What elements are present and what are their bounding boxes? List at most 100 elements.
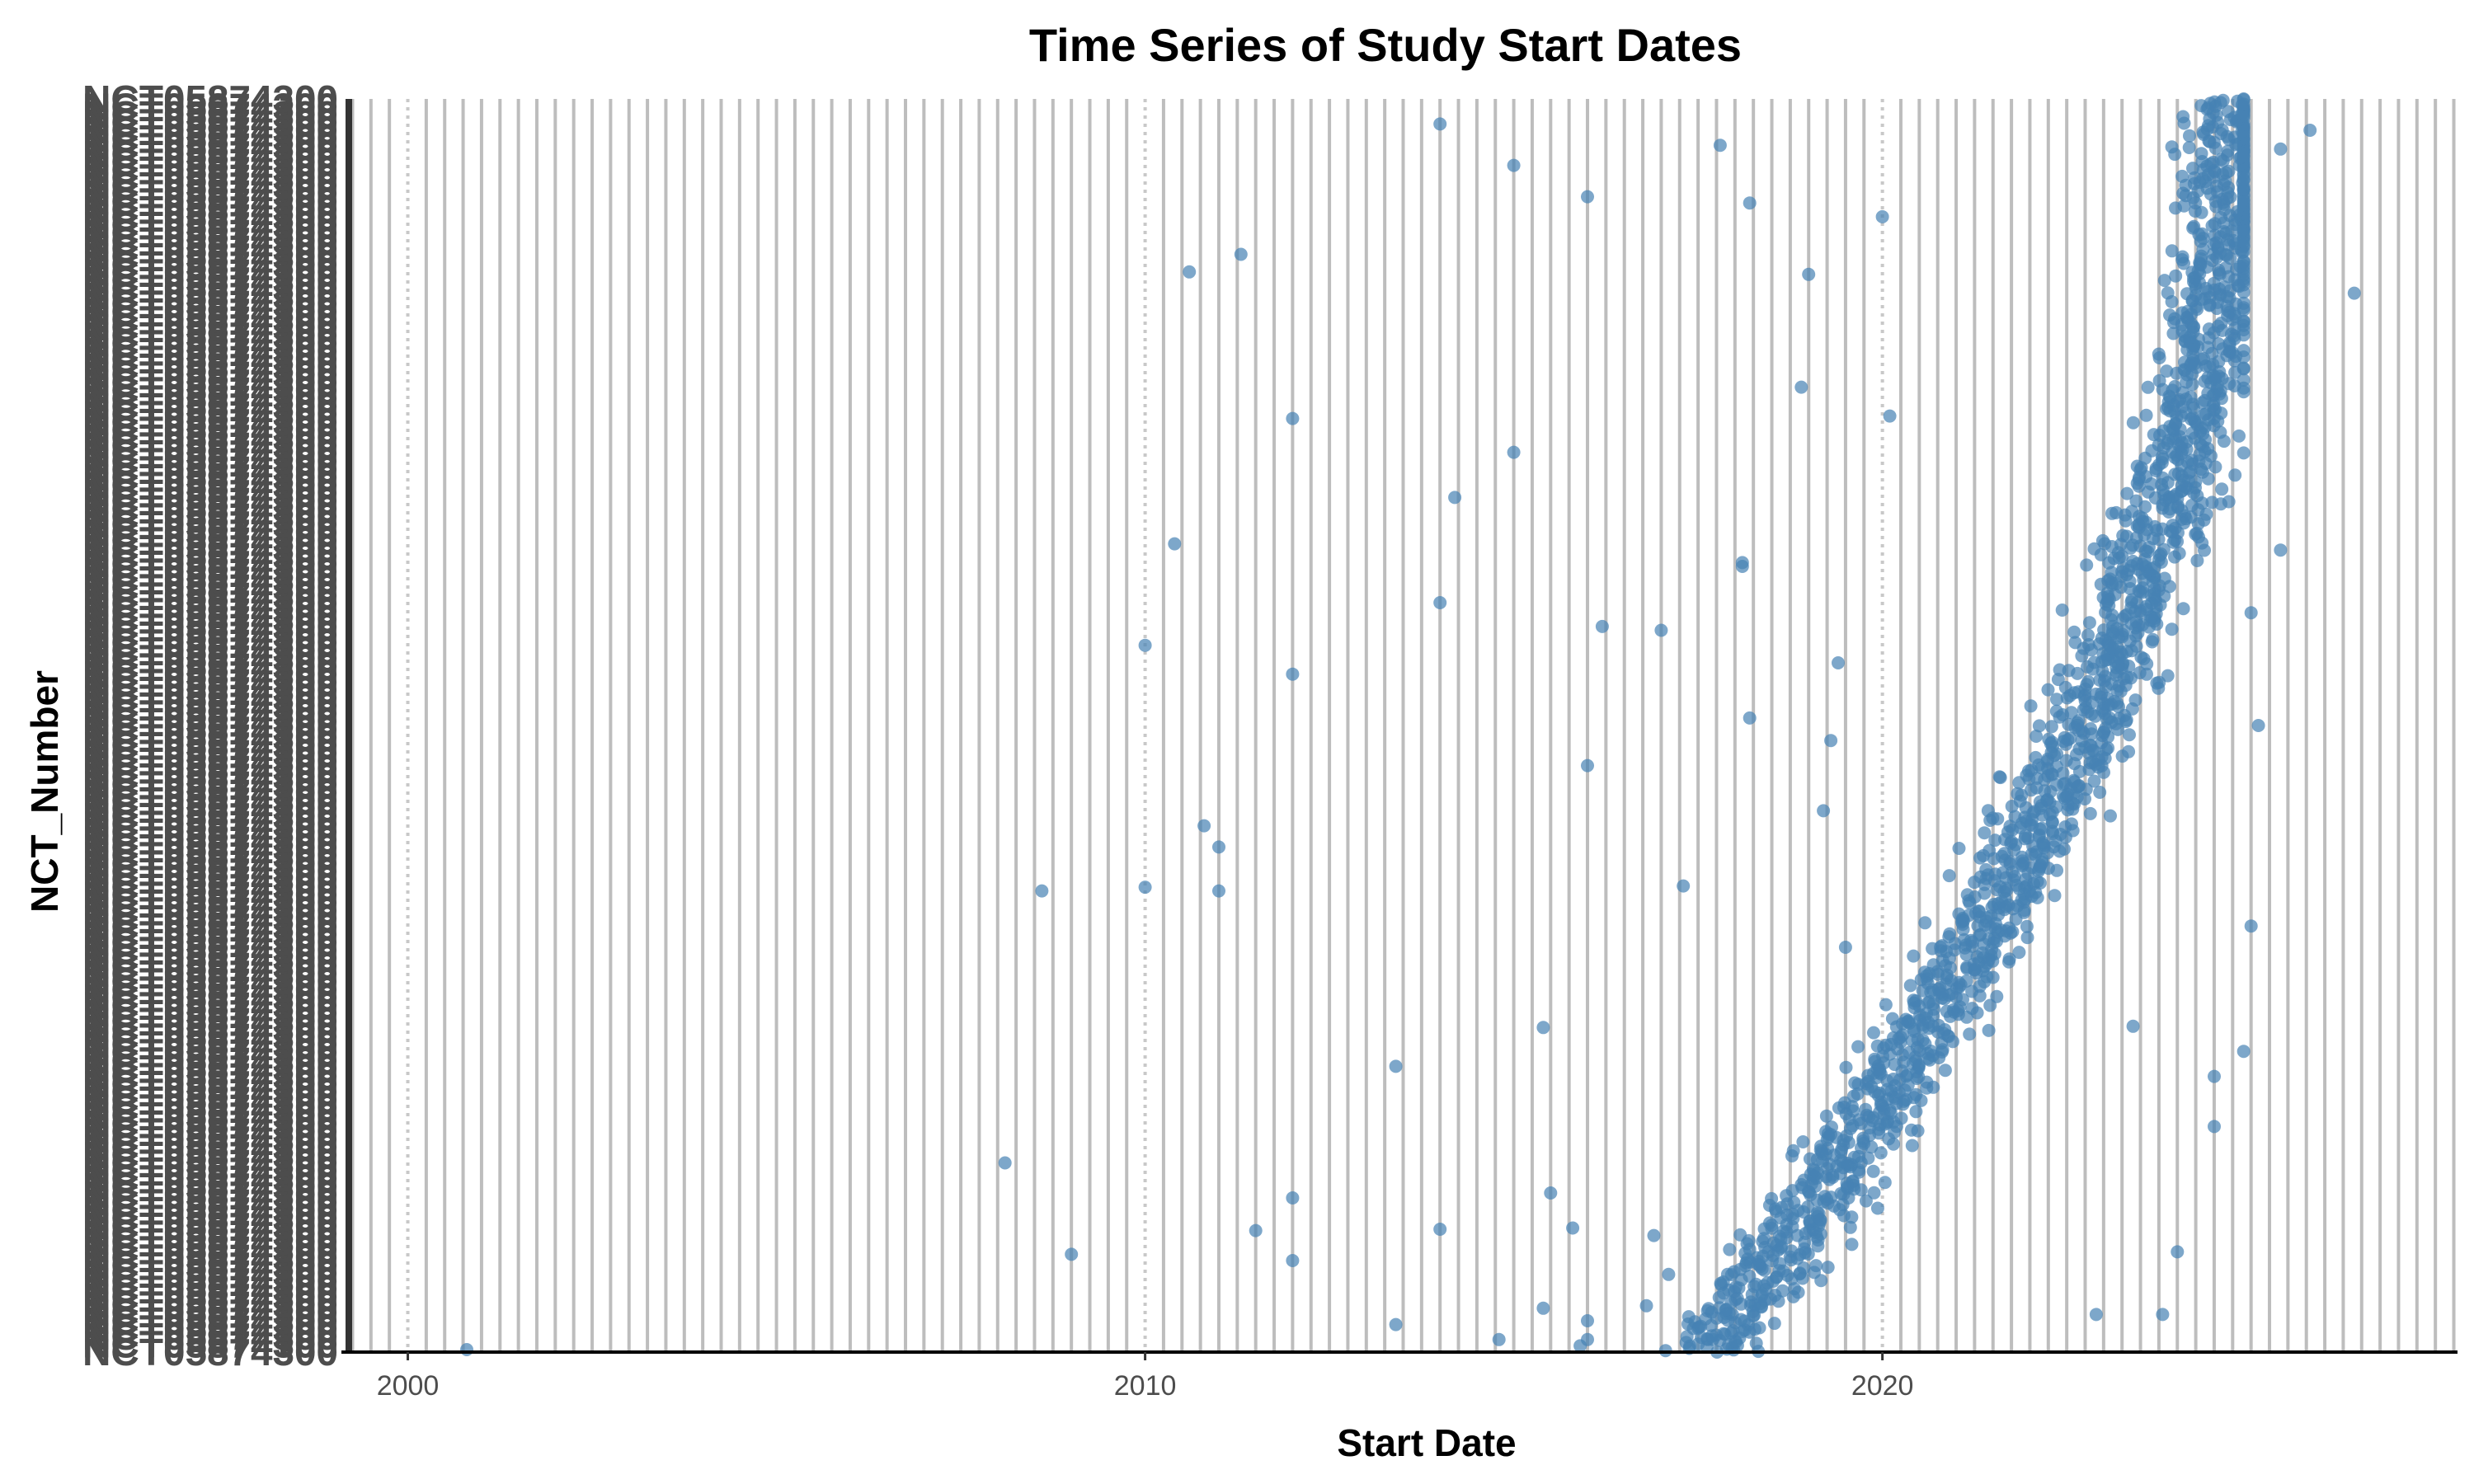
data-point: [1943, 927, 1957, 941]
data-point: [2175, 250, 2189, 264]
y-tick-label: NCT05874300: [82, 589, 338, 632]
data-point: [1870, 1201, 1884, 1215]
data-point: [1743, 196, 1757, 210]
y-tick-label: NCT05874300: [82, 385, 338, 428]
data-point: [2081, 628, 2095, 642]
y-tick-label: NCT05874300: [82, 1016, 338, 1059]
y-tick-labels: NCT05874300NCT05874300NCT05874300NCT0587…: [82, 77, 338, 1374]
data-point: [1979, 862, 1993, 876]
data-point: [1138, 881, 1152, 895]
data-point: [1776, 1284, 1790, 1298]
data-point: [1905, 1139, 1919, 1153]
y-tick-label: NCT05874300: [82, 519, 338, 561]
y-tick-label: NCT05874300: [82, 1118, 338, 1161]
y-tick-label: NCT05874300: [82, 1299, 338, 1342]
data-point: [1859, 1194, 1873, 1208]
y-tick-label: NCT05874300: [82, 1023, 338, 1066]
data-point: [1990, 989, 2004, 1003]
y-tick-label: NCT05874300: [82, 330, 338, 373]
y-tick-label: NCT05874300: [82, 1063, 338, 1106]
data-point: [2055, 603, 2069, 617]
data-point: [1581, 1314, 1594, 1327]
data-point: [2221, 105, 2235, 119]
y-tick-label: NCT05874300: [82, 1054, 338, 1097]
data-point: [2236, 296, 2251, 310]
data-point: [1733, 1228, 1747, 1242]
y-tick-label: NCT05874300: [82, 622, 338, 665]
data-point: [2161, 286, 2175, 300]
y-tick-label: NCT05874300: [82, 660, 338, 703]
y-tick-label: NCT05874300: [82, 1047, 338, 1090]
y-tick-label: NCT05874300: [82, 1039, 338, 1082]
data-point: [1595, 619, 1609, 633]
y-tick-label: NCT05874300: [82, 708, 338, 751]
data-point: [1909, 1087, 1923, 1101]
y-tick-label: NCT05874300: [82, 637, 338, 680]
data-point: [2215, 482, 2229, 496]
data-point: [2251, 719, 2265, 732]
data-point: [2244, 919, 2258, 933]
y-tick-label: NCT05874300: [82, 1331, 338, 1374]
data-point: [1839, 1060, 1853, 1074]
data-point: [1866, 1164, 1880, 1178]
data-point: [2146, 632, 2160, 646]
y-tick-label: NCT05874300: [82, 133, 338, 176]
data-point: [2139, 408, 2153, 422]
data-point: [2012, 946, 2026, 960]
data-point: [1168, 537, 1182, 551]
y-tick-label: NCT05874300: [82, 117, 338, 160]
y-tick-label: NCT05874300: [82, 960, 338, 1003]
data-point: [2165, 244, 2179, 258]
data-point: [1878, 1176, 1892, 1190]
data-point: [1851, 1087, 1865, 1101]
data-point: [1867, 1026, 1880, 1040]
data-point: [1818, 1190, 1832, 1204]
data-point: [2049, 704, 2063, 718]
data-point: [2236, 446, 2251, 460]
x-tick-label: 2010: [1114, 1370, 1177, 1402]
y-tick-label: NCT05874300: [82, 463, 338, 506]
data-point: [2175, 169, 2189, 183]
data-point: [1286, 1254, 1300, 1267]
y-tick-label: NCT05874300: [82, 124, 338, 167]
y-tick-label: NCT05874300: [82, 810, 338, 853]
data-point: [1286, 667, 1300, 681]
y-tick-label: NCT05874300: [82, 857, 338, 900]
y-tick-label: NCT05874300: [82, 148, 338, 191]
data-point: [2218, 280, 2232, 294]
y-tick-label: NCT05874300: [82, 1173, 338, 1216]
y-tick-label: NCT05874300: [82, 992, 338, 1035]
y-tick-label: NCT05874300: [82, 952, 338, 995]
data-point: [1819, 1109, 1833, 1123]
y-tick-label: NCT05874300: [82, 1236, 338, 1279]
y-tick-label: NCT05874300: [82, 1284, 338, 1327]
y-tick-label: NCT05874300: [82, 1213, 338, 1256]
data-point: [2274, 543, 2288, 557]
y-tick-label: NCT05874300: [82, 1244, 338, 1287]
data-point: [2053, 663, 2067, 677]
data-point: [2232, 429, 2246, 443]
y-tick-label: NCT05874300: [82, 771, 338, 814]
data-point: [1825, 1120, 1838, 1134]
y-tick-label: NCT05874300: [82, 195, 338, 238]
data-point: [1786, 1144, 1800, 1158]
y-tick-label: NCT05874300: [82, 1268, 338, 1311]
data-point: [2126, 1019, 2140, 1033]
y-tick-label: NCT05874300: [82, 503, 338, 546]
data-point: [1536, 1021, 1550, 1035]
y-tick-label: NCT05874300: [82, 748, 338, 791]
data-point: [2156, 1308, 2170, 1322]
data-point: [1883, 409, 1897, 423]
data-point: [1752, 1321, 1766, 1335]
data-point: [1797, 1261, 1811, 1275]
data-point: [1843, 1220, 1857, 1234]
y-tick-label: NCT05874300: [82, 795, 338, 838]
data-point: [1234, 247, 1248, 261]
data-point: [1763, 1216, 1776, 1230]
y-tick-label: NCT05874300: [82, 669, 338, 711]
y-tick-label: NCT05874300: [82, 1322, 338, 1365]
data-point: [1851, 1040, 1865, 1054]
y-tick-label: NCT05874300: [82, 228, 338, 270]
data-point: [1581, 1332, 1594, 1346]
